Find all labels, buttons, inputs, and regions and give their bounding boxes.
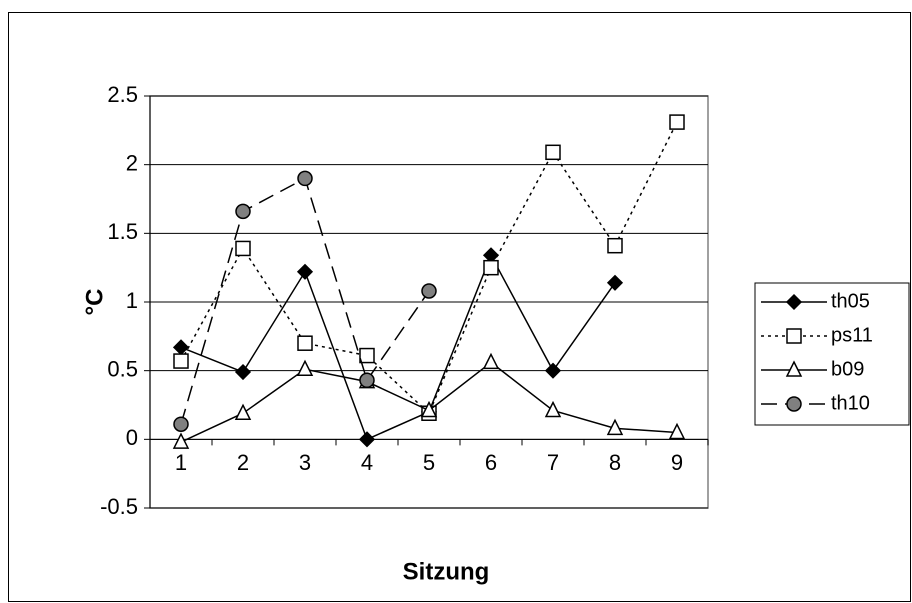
x-tick-label: 3: [299, 450, 311, 475]
legend-marker: [785, 360, 803, 377]
data-point: [296, 263, 314, 280]
data-point: [297, 170, 313, 187]
data-point: [358, 431, 376, 448]
data-point: [420, 400, 438, 418]
data-point: [544, 400, 562, 418]
data-point: [482, 352, 500, 370]
data-point: [235, 203, 251, 220]
legend-label: b09: [831, 358, 864, 380]
y-tick-label: 0: [126, 425, 138, 450]
data-point: [669, 114, 685, 130]
x-tick-label: 8: [609, 450, 621, 475]
y-tick-label: -0.5: [100, 494, 138, 519]
data-point: [668, 422, 686, 440]
data-point: [545, 144, 561, 161]
data-point: [173, 416, 189, 432]
x-tick-label: 6: [485, 450, 497, 475]
x-axis-label: Sitzung: [403, 558, 490, 585]
data-point: [607, 237, 623, 254]
data-point: [297, 335, 313, 351]
y-axis-label: °C: [81, 289, 108, 316]
data-point: [172, 432, 190, 449]
legend-marker: [786, 396, 802, 412]
y-tick-label: 1: [126, 288, 138, 313]
data-point: [421, 283, 437, 299]
y-tick-label: 1.5: [107, 219, 138, 244]
data-point: [544, 362, 562, 379]
legend-marker: [785, 293, 803, 311]
y-tick-label: 0.5: [107, 356, 138, 381]
x-tick-label: 4: [361, 450, 373, 475]
legend-marker: [786, 328, 802, 344]
legend-label: th10: [831, 392, 870, 414]
data-point: [483, 259, 499, 276]
legend-label: ps11: [831, 324, 873, 346]
data-point: [234, 403, 252, 420]
data-point: [359, 347, 375, 364]
data-point: [296, 359, 314, 377]
legend-label: th05: [831, 290, 870, 312]
x-tick-label: 1: [175, 450, 187, 475]
data-point: [606, 274, 624, 291]
data-point: [359, 372, 375, 389]
data-point: [235, 240, 251, 257]
data-point: [606, 418, 624, 436]
legend: [754, 282, 910, 426]
x-tick-label: 5: [423, 450, 435, 475]
x-tick-label: 7: [547, 450, 559, 475]
y-tick-label: 2: [126, 150, 138, 175]
y-tick-label: 2.5: [107, 82, 138, 107]
x-tick-label: 2: [237, 450, 249, 475]
data-point: [173, 353, 189, 369]
data-point: [234, 363, 252, 381]
series-line: [180, 253, 616, 441]
x-tick-label: 9: [671, 450, 683, 475]
